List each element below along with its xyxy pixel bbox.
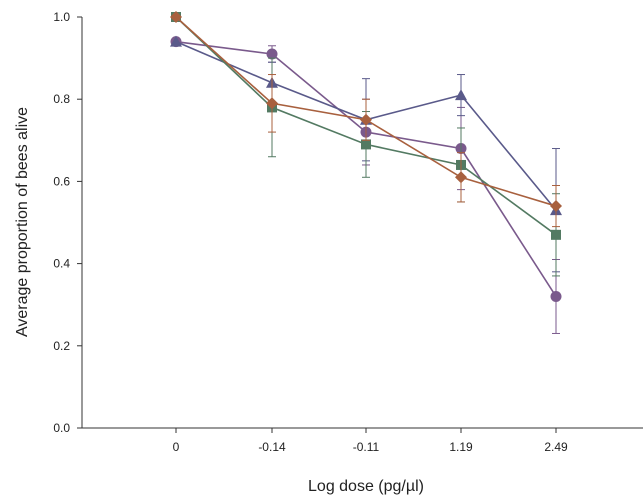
data-point-diamond bbox=[550, 200, 562, 213]
data-point-square bbox=[551, 229, 561, 240]
data-point-diamond bbox=[170, 11, 182, 23]
x-tick-label: 1.19 bbox=[449, 440, 473, 454]
data-point-diamond bbox=[455, 171, 467, 184]
series-diamond bbox=[170, 11, 562, 228]
y-tick-label: 1.0 bbox=[53, 10, 70, 24]
x-tick-label: -0.11 bbox=[353, 440, 380, 454]
y-tick-label: 0.8 bbox=[53, 92, 70, 106]
x-tick-label: 0 bbox=[173, 440, 180, 454]
x-tick-label: 2.49 bbox=[544, 440, 568, 454]
data-point-triangle bbox=[455, 89, 467, 101]
y-tick-label: 0.4 bbox=[53, 257, 70, 271]
data-point-circle bbox=[266, 48, 278, 60]
y-tick-label: 0.6 bbox=[53, 174, 70, 188]
y-tick-label: 0.0 bbox=[53, 421, 70, 435]
x-tick-label: -0.14 bbox=[258, 440, 286, 454]
y-axis-title: Average proportion of bees alive bbox=[14, 107, 31, 337]
data-point-diamond bbox=[266, 97, 278, 110]
y-tick-label: 0.2 bbox=[53, 339, 70, 353]
data-point-triangle bbox=[170, 35, 182, 47]
series-layer bbox=[170, 11, 562, 334]
series-square bbox=[171, 12, 561, 277]
x-ticks: 0 -0.14 -0.11 1.19 2.49 bbox=[173, 428, 568, 454]
data-point-square bbox=[361, 139, 371, 150]
data-point-diamond bbox=[360, 113, 372, 126]
x-axis-title: Log dose (pg/µl) bbox=[308, 478, 424, 495]
data-point-circle bbox=[550, 290, 562, 302]
y-ticks: 0.0 0.2 0.4 0.6 0.8 1.0 bbox=[53, 10, 82, 435]
